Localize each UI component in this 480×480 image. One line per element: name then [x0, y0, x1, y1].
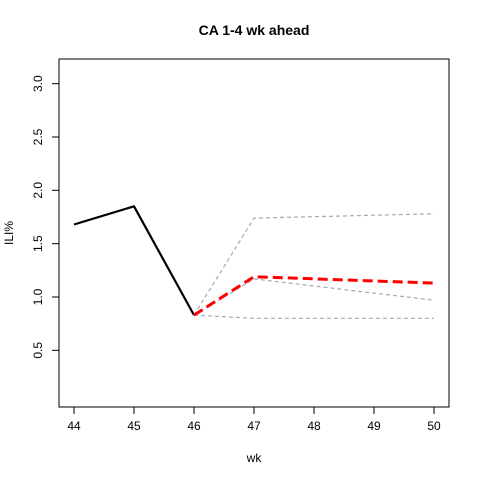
x-tick-label: 45	[127, 419, 141, 433]
x-tick-label: 48	[307, 419, 321, 433]
y-tick-label: 3.0	[31, 75, 45, 92]
y-axis: 0.5 1.0 1.5 2.0 2.5 3.0	[31, 75, 60, 359]
x-tick-label: 50	[427, 419, 441, 433]
y-axis-label: ILI%	[2, 221, 16, 245]
x-tick-label: 44	[67, 419, 81, 433]
x-tick-label: 47	[247, 419, 261, 433]
y-tick-label: 1.5	[31, 235, 45, 252]
series-line-forecast-point	[193, 275, 435, 317]
plot-frame	[58, 58, 450, 408]
series-line-forecast-lower	[193, 314, 434, 319]
y-tick-label: 2.5	[31, 128, 45, 145]
y-tick-label: 2.0	[31, 182, 45, 199]
series-line-observed	[73, 205, 195, 316]
x-tick-label: 49	[367, 419, 381, 433]
y-tick-label: 1.0	[31, 288, 45, 305]
x-axis: 44 45 46 47 48 49 50	[67, 406, 441, 433]
chart-title: CA 1-4 wk ahead	[199, 22, 310, 38]
y-tick-label: 0.5	[31, 342, 45, 359]
series-layer	[73, 205, 435, 319]
series-line-forecast-mid	[193, 278, 435, 316]
x-tick-label: 46	[187, 419, 201, 433]
series-line-forecast-upper	[193, 213, 435, 316]
x-axis-label: wk	[246, 451, 263, 465]
